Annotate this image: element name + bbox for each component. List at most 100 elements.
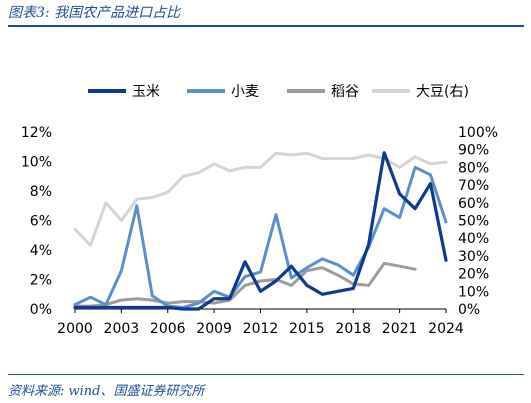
data-point-大豆(右) bbox=[274, 152, 278, 155]
y-left-tick-label: 10% bbox=[21, 155, 52, 171]
data-point-大豆(右) bbox=[444, 160, 448, 164]
data-point-玉米 bbox=[151, 306, 154, 309]
data-point-小麦 bbox=[382, 207, 386, 210]
data-point-小麦 bbox=[89, 296, 92, 299]
data-point-大豆(右) bbox=[413, 155, 417, 158]
data-point-稻谷 bbox=[212, 301, 216, 305]
x-tick-label: 2012 bbox=[243, 321, 279, 337]
data-point-大豆(右) bbox=[89, 244, 92, 247]
data-point-小麦 bbox=[73, 303, 77, 306]
data-point-玉米 bbox=[444, 259, 448, 262]
source-note: 资料来源: wind、国盛证券研究所 bbox=[8, 384, 205, 399]
data-point-稻谷 bbox=[336, 273, 339, 277]
data-point-小麦 bbox=[398, 216, 401, 219]
y-left-tick-label: 6% bbox=[30, 214, 52, 230]
y-right-tick-label: 60% bbox=[458, 196, 489, 212]
data-point-稻谷 bbox=[120, 298, 123, 302]
data-point-小麦 bbox=[336, 263, 339, 266]
data-point-大豆(右) bbox=[212, 162, 216, 166]
title-rule bbox=[8, 25, 524, 27]
data-point-小麦 bbox=[151, 294, 154, 297]
data-point-小麦 bbox=[444, 220, 448, 224]
data-point-小麦 bbox=[274, 213, 278, 216]
data-point-玉米 bbox=[429, 182, 432, 185]
data-point-小麦 bbox=[429, 173, 432, 176]
data-point-稻谷 bbox=[321, 266, 324, 269]
data-point-小麦 bbox=[352, 273, 355, 277]
y-right-tick-label: 30% bbox=[458, 249, 489, 265]
footer-rule bbox=[8, 374, 524, 375]
data-point-玉米 bbox=[259, 290, 262, 293]
x-tick-label: 2000 bbox=[57, 321, 93, 337]
data-point-小麦 bbox=[104, 303, 108, 306]
legend-label-小麦: 小麦 bbox=[231, 84, 259, 100]
data-point-大豆(右) bbox=[228, 169, 231, 173]
data-point-稻谷 bbox=[382, 262, 386, 265]
data-point-大豆(右) bbox=[182, 175, 185, 178]
data-point-大豆(右) bbox=[120, 219, 123, 222]
data-point-大豆(右) bbox=[336, 157, 339, 160]
data-point-玉米 bbox=[382, 151, 386, 154]
chart-title: 图表3: 我国农产品进口占比 bbox=[8, 5, 181, 21]
data-point-稻谷 bbox=[166, 301, 169, 305]
x-tick-label: 2024 bbox=[428, 321, 464, 337]
data-point-小麦 bbox=[305, 266, 309, 269]
data-point-大豆(右) bbox=[243, 166, 247, 169]
y-right-tick-label: 40% bbox=[458, 231, 489, 247]
x-tick-label: 2018 bbox=[335, 321, 371, 337]
data-point-玉米 bbox=[197, 307, 200, 311]
data-point-玉米 bbox=[274, 279, 278, 283]
y-right-tick-label: 50% bbox=[458, 214, 489, 230]
y-left-tick-label: 4% bbox=[30, 243, 52, 259]
data-point-小麦 bbox=[321, 257, 324, 261]
data-point-小麦 bbox=[212, 290, 216, 293]
data-point-小麦 bbox=[197, 301, 200, 305]
y-left-tick-label: 2% bbox=[30, 273, 52, 289]
y-right-tick-label: 70% bbox=[458, 178, 489, 194]
data-point-玉米 bbox=[243, 260, 247, 263]
y-left-tick-label: 12% bbox=[21, 125, 52, 141]
axes: 0%2%4%6%8%10%12%0%10%20%30%40%50%60%70%8… bbox=[21, 125, 498, 337]
data-point-玉米 bbox=[305, 284, 309, 287]
legend-label-稻谷: 稻谷 bbox=[331, 84, 359, 100]
x-tick-label: 2003 bbox=[104, 321, 140, 337]
data-point-稻谷 bbox=[135, 297, 139, 300]
data-point-小麦 bbox=[413, 166, 417, 169]
legend: 玉米 小麦 稻谷 大豆(右) bbox=[88, 84, 469, 100]
data-point-大豆(右) bbox=[73, 228, 77, 231]
data-point-大豆(右) bbox=[290, 153, 293, 157]
y-right-tick-label: 0% bbox=[458, 302, 480, 318]
data-point-玉米 bbox=[398, 192, 401, 196]
data-point-大豆(右) bbox=[135, 198, 139, 201]
data-point-小麦 bbox=[290, 276, 293, 280]
data-point-稻谷 bbox=[367, 284, 370, 287]
legend-label-玉米: 玉米 bbox=[132, 84, 160, 100]
data-point-玉米 bbox=[89, 306, 92, 309]
data-point-玉米 bbox=[212, 297, 216, 300]
data-point-玉米 bbox=[228, 297, 231, 300]
data-point-玉米 bbox=[73, 306, 77, 309]
data-point-大豆(右) bbox=[321, 157, 324, 160]
series-line-小麦 bbox=[73, 165, 448, 309]
data-point-玉米 bbox=[182, 307, 185, 311]
data-point-稻谷 bbox=[182, 300, 185, 303]
legend-label-大豆(右): 大豆(右) bbox=[416, 84, 469, 100]
x-tick-label: 2015 bbox=[289, 321, 325, 337]
x-tick-label: 2009 bbox=[196, 321, 232, 337]
y-right-tick-label: 90% bbox=[458, 143, 489, 159]
data-point-稻谷 bbox=[151, 298, 154, 302]
data-point-玉米 bbox=[135, 306, 139, 309]
data-point-玉米 bbox=[352, 287, 355, 290]
data-point-小麦 bbox=[243, 275, 247, 278]
x-tick-label: 2006 bbox=[150, 321, 186, 337]
y-right-tick-label: 10% bbox=[458, 284, 489, 300]
data-point-玉米 bbox=[413, 207, 417, 210]
data-point-玉米 bbox=[120, 306, 123, 309]
x-tick-label: 2021 bbox=[382, 321, 418, 337]
data-point-大豆(右) bbox=[104, 201, 108, 204]
data-point-小麦 bbox=[120, 269, 123, 272]
data-point-玉米 bbox=[166, 306, 169, 309]
y-left-tick-label: 0% bbox=[30, 302, 52, 318]
data-point-小麦 bbox=[135, 204, 139, 207]
